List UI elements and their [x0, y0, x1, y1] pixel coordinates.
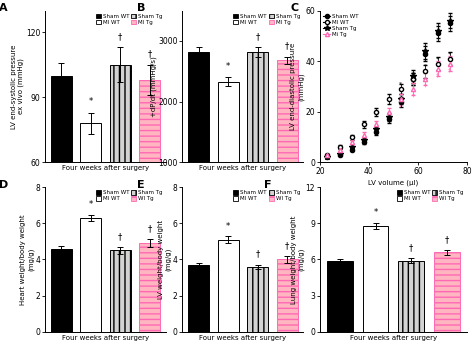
X-axis label: Four weeks after surgery: Four weeks after surgery	[200, 335, 286, 341]
Text: †: †	[399, 103, 402, 108]
Text: †: †	[285, 241, 289, 250]
Bar	[51, 249, 72, 332]
Text: †: †	[409, 244, 413, 253]
Bar	[139, 243, 160, 332]
Bar	[247, 267, 268, 332]
Text: *: *	[89, 200, 93, 209]
X-axis label: Four weeks after surgery: Four weeks after surgery	[62, 165, 149, 171]
Text: †: †	[285, 42, 289, 51]
Text: †: †	[118, 232, 122, 241]
Bar	[218, 240, 239, 332]
Bar	[109, 65, 131, 293]
Text: *: *	[226, 222, 230, 231]
Bar	[51, 76, 72, 293]
Text: †: †	[387, 116, 390, 121]
Y-axis label: Heart weight/body weight
(mg/g): Heart weight/body weight (mg/g)	[20, 214, 34, 305]
Y-axis label: LV weight/body weight
(mg/g): LV weight/body weight (mg/g)	[158, 220, 172, 299]
Legend: Sham WT, MI WT, Sham Tg, MI Tg: Sham WT, MI WT, Sham Tg, MI Tg	[233, 13, 301, 25]
Y-axis label: Lung weight/body weight
(mg/g): Lung weight/body weight (mg/g)	[291, 215, 304, 304]
Bar	[247, 52, 268, 223]
Text: †: †	[118, 32, 122, 41]
Bar	[327, 261, 353, 332]
Text: E: E	[137, 180, 144, 190]
Text: †: †	[255, 250, 260, 259]
Text: †: †	[436, 73, 439, 78]
Text: *: *	[424, 64, 427, 69]
X-axis label: Four weeks after surgery: Four weeks after surgery	[200, 165, 286, 171]
Text: †: †	[411, 93, 415, 98]
Bar	[188, 265, 210, 332]
Text: C: C	[291, 3, 299, 13]
Bar	[434, 252, 460, 332]
Text: *: *	[374, 208, 378, 217]
Text: *: *	[448, 51, 451, 56]
Bar	[109, 250, 131, 332]
Text: †: †	[445, 235, 449, 244]
Text: *: *	[411, 71, 415, 76]
Y-axis label: +dP/dt (mmHg/s): +dP/dt (mmHg/s)	[150, 56, 157, 117]
Bar	[399, 261, 424, 332]
Text: *: *	[89, 97, 93, 107]
Text: B: B	[137, 3, 145, 13]
Text: †: †	[375, 128, 378, 133]
Text: †: †	[255, 32, 260, 41]
Bar	[363, 226, 388, 332]
Bar	[80, 123, 101, 293]
Legend: Sham WT, MI WT, Sham Tg, WI Tg: Sham WT, MI WT, Sham Tg, WI Tg	[233, 190, 301, 202]
Legend: Sham WT, MI WT, Sham Tg, MI Tg: Sham WT, MI WT, Sham Tg, MI Tg	[95, 13, 163, 25]
Bar	[139, 80, 160, 293]
Text: †: †	[448, 67, 451, 73]
Text: †: †	[424, 83, 427, 88]
Legend: Sham WT, MI WT, Sham Tg, Mi Tg: Sham WT, MI WT, Sham Tg, Mi Tg	[323, 13, 359, 38]
Legend: Sham WT, MI WT, Sham Tg, WI Tg: Sham WT, MI WT, Sham Tg, WI Tg	[396, 190, 464, 202]
Text: A: A	[0, 3, 8, 13]
X-axis label: Four weeks after surgery: Four weeks after surgery	[62, 335, 149, 341]
Text: *: *	[226, 62, 230, 71]
Bar	[80, 218, 101, 332]
Text: *: *	[399, 82, 402, 86]
Legend: Sham WT, MI WT, Sham Tg, WI Tg: Sham WT, MI WT, Sham Tg, WI Tg	[95, 190, 163, 202]
Bar	[218, 82, 239, 223]
Text: D: D	[0, 180, 9, 190]
Text: F: F	[264, 180, 272, 190]
Y-axis label: LV end-diastolic pressure
(mmHg): LV end-diastolic pressure (mmHg)	[291, 43, 304, 130]
Bar	[276, 259, 298, 332]
Text: *: *	[436, 56, 439, 61]
Y-axis label: LV end-systolic pressure
ex vivo (mmHg): LV end-systolic pressure ex vivo (mmHg)	[11, 44, 24, 129]
X-axis label: Four weeks after surgery: Four weeks after surgery	[350, 335, 437, 341]
Text: †: †	[147, 225, 152, 233]
X-axis label: LV volume (μl): LV volume (μl)	[368, 179, 419, 186]
Bar	[276, 60, 298, 223]
Text: †: †	[147, 50, 152, 59]
Bar	[188, 52, 210, 223]
